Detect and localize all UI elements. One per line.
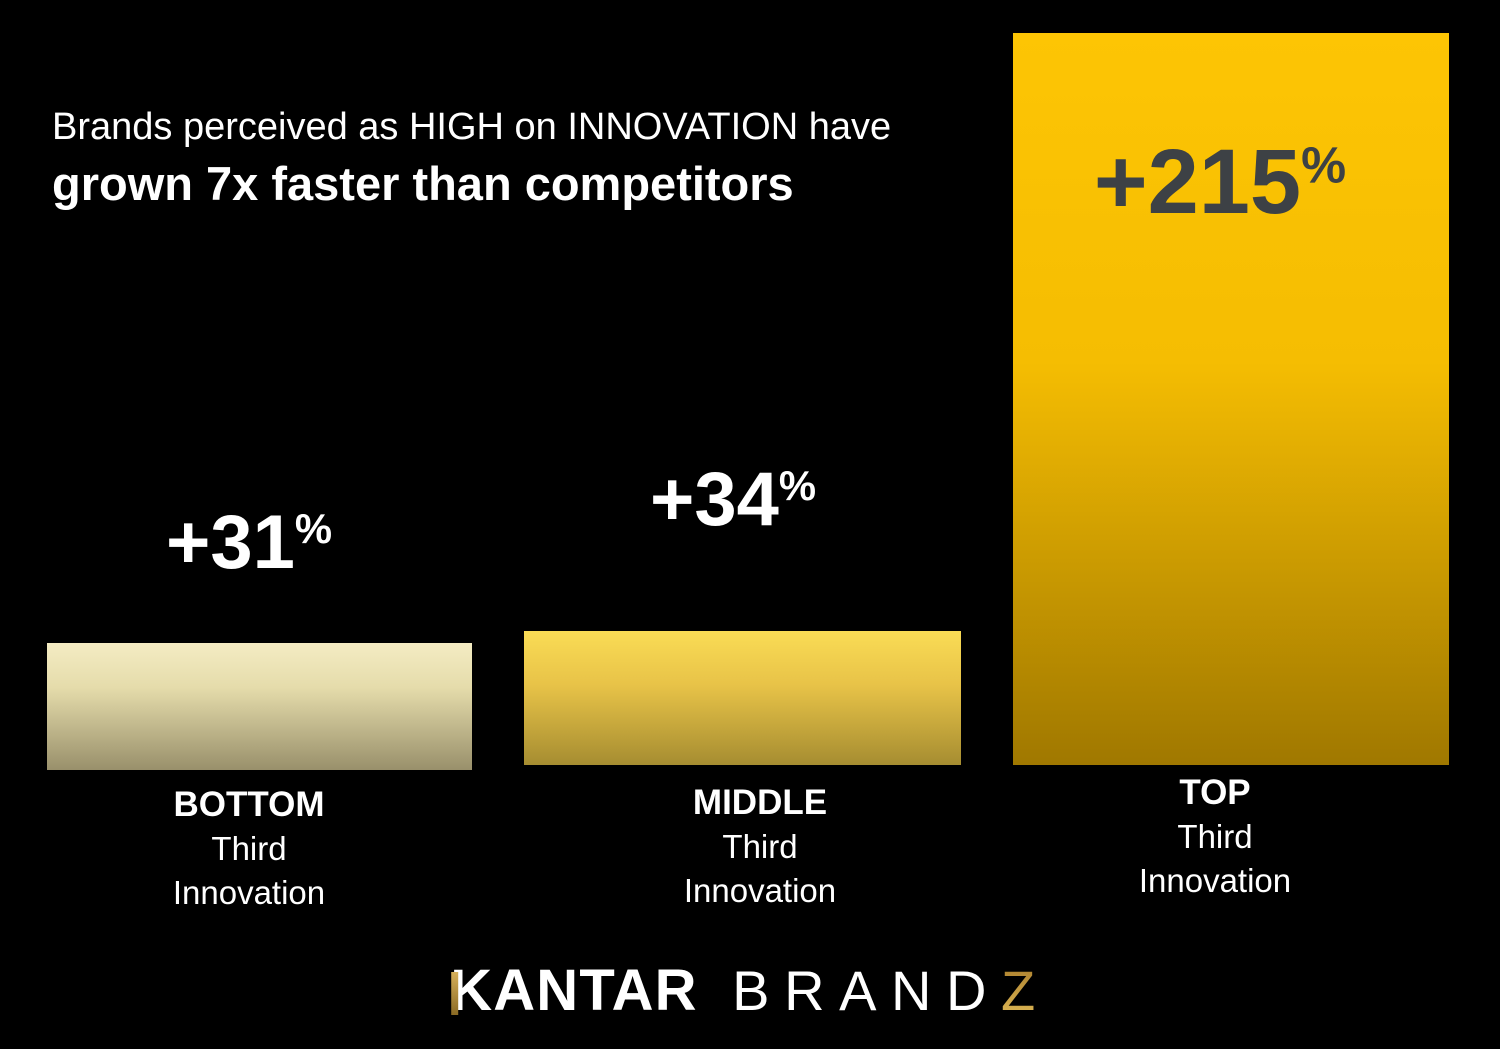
kantar-brandz-logo: KANTAR BRANDZ — [450, 962, 1050, 1020]
category-word-third: Third — [211, 830, 287, 867]
brand-text: BRAND — [732, 959, 1002, 1022]
category-word-third: Third — [722, 828, 798, 865]
chart-title: Brands perceived as HIGH on INNOVATION h… — [52, 104, 891, 209]
category-word-innovation: Innovation — [172, 874, 326, 911]
bar-middle-third — [524, 631, 961, 765]
category-word-innovation: Innovation — [683, 872, 837, 909]
value-label-top-third: +215% — [1060, 136, 1380, 228]
category-word-innovation: Innovation — [1138, 862, 1292, 899]
category-word-third: Third — [1177, 818, 1253, 855]
category-label-middle-third: MIDDLE Third Innovation — [610, 781, 910, 913]
category-tier: TOP — [1179, 773, 1251, 812]
bar-top-third — [1013, 33, 1449, 765]
brandz-wordmark: BRANDZ — [732, 963, 1050, 1019]
title-line-2: grown 7x faster than competitors — [52, 156, 794, 210]
brandz-gold-z: Z — [1001, 959, 1050, 1022]
title-line-1: Brands perceived as HIGH on INNOVATION h… — [52, 106, 892, 148]
value-number: +215 — [1093, 131, 1302, 233]
kantar-gold-stem — [451, 972, 459, 1015]
kantar-wordmark: KANTAR — [450, 962, 698, 1020]
category-label-bottom-third: BOTTOM Third Innovation — [99, 783, 399, 915]
category-tier: BOTTOM — [173, 785, 325, 824]
category-label-top-third: TOP Third Innovation — [1065, 771, 1365, 903]
category-tier: MIDDLE — [692, 783, 828, 822]
bar-bottom-third — [47, 643, 472, 770]
value-number: +34 — [649, 457, 779, 542]
value-number: +31 — [165, 500, 295, 585]
percent-sign: % — [294, 504, 333, 552]
kantar-text: KANTAR — [450, 958, 698, 1023]
percent-sign: % — [1301, 136, 1347, 194]
value-label-bottom-third: +31% — [129, 505, 369, 581]
percent-sign: % — [778, 461, 817, 509]
value-label-middle-third: +34% — [613, 462, 853, 538]
